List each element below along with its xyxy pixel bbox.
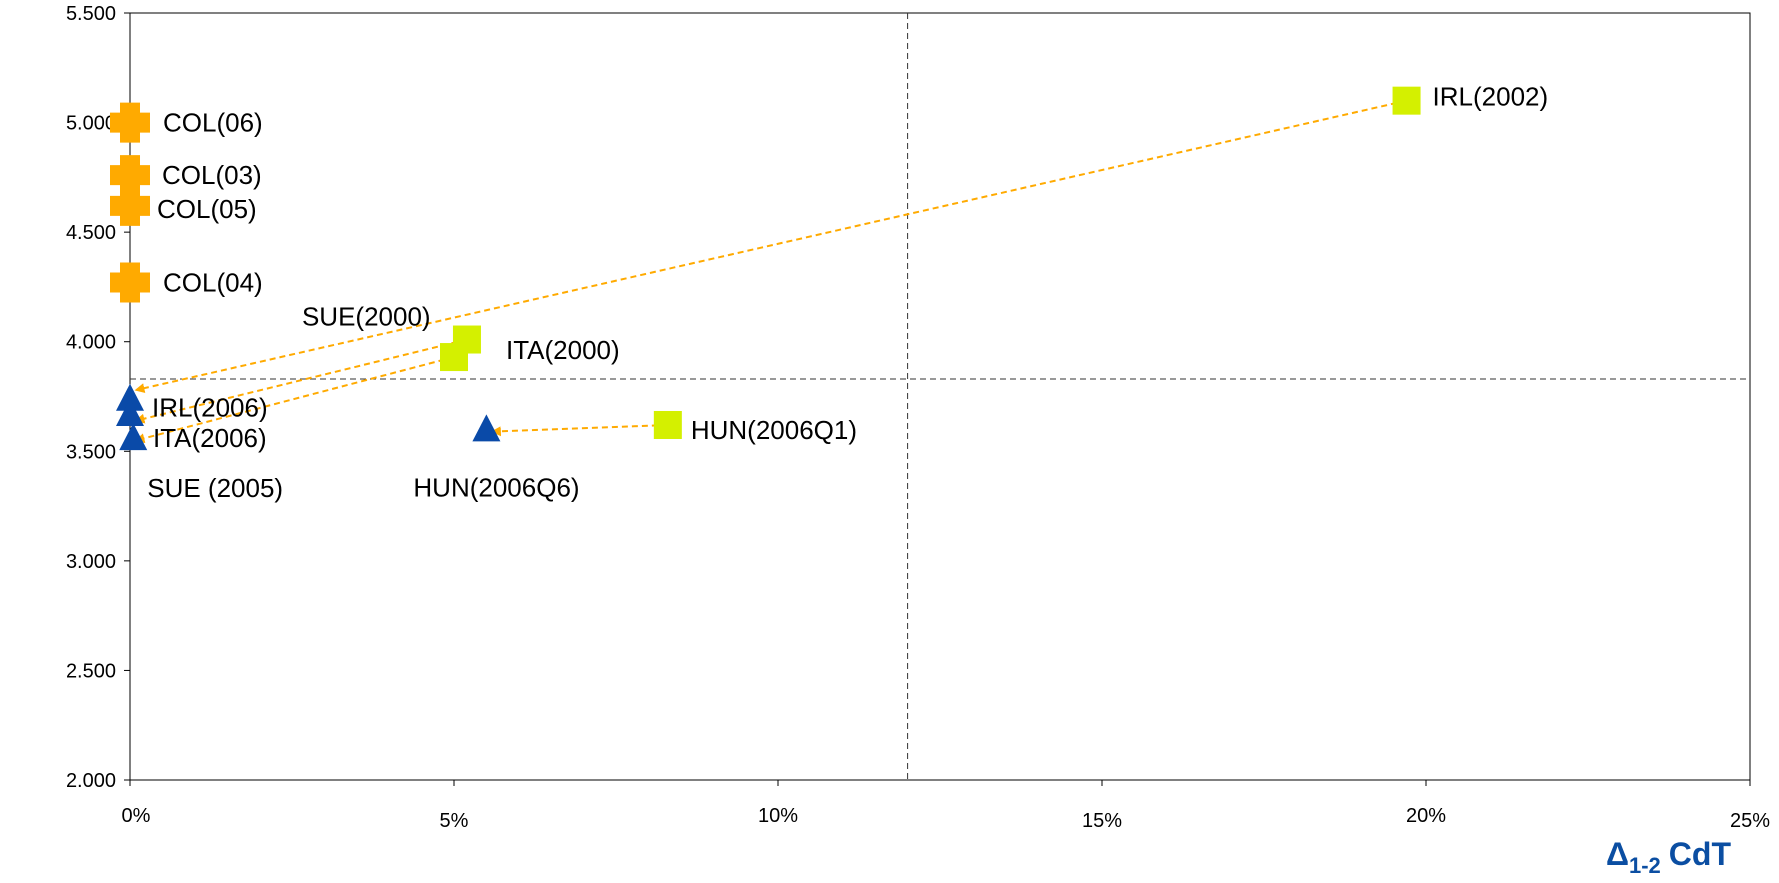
point-label: ITA(2000) (506, 335, 620, 365)
data-markers (110, 86, 1421, 451)
triangle-marker (119, 423, 148, 451)
arrow-line (134, 99, 1407, 394)
y-tick-label: 5.000 (66, 113, 116, 135)
x-tick-label: 20% (1406, 805, 1446, 827)
triangle-marker (116, 399, 144, 427)
triangle-marker (472, 414, 501, 442)
point-label: ITA(2006) (153, 423, 267, 453)
y-tick-label: 3.500 (66, 441, 116, 463)
plot-frame (129, 12, 1751, 781)
y-tick-label: 4.500 (66, 222, 116, 244)
y-tick-label: 2.500 (66, 660, 116, 682)
point-label: IRL(2006) (152, 393, 268, 423)
x-tick-label: 10% (758, 805, 798, 827)
point-label: SUE (2005) (147, 473, 283, 503)
square-marker (440, 343, 468, 372)
point-label: HUN(2006Q6) (413, 472, 579, 502)
cross-marker (110, 262, 150, 303)
square-marker (653, 410, 682, 439)
x-tick-label: 5% (440, 810, 469, 832)
plot-area-border (129, 12, 1751, 781)
x-tick-label: 0% (122, 805, 151, 827)
square-marker (1392, 86, 1421, 115)
point-label: COL(06) (163, 108, 263, 138)
point-label: IRL(2002) (1433, 82, 1549, 112)
reference-lines (130, 13, 1750, 780)
arrow-line (490, 423, 668, 437)
data-labels: COL(06) COL(03) COL(05) COL(04) IRL(2002) SUE… (147, 82, 1548, 503)
point-label: HUN(2006Q1) (691, 415, 857, 445)
point-label: COL(03) (162, 160, 262, 190)
arrow-line (134, 338, 468, 424)
point-label: COL(04) (163, 268, 263, 298)
point-label: COL(05) (157, 194, 257, 224)
x-tick-label: 25% (1730, 810, 1770, 832)
y-tick-label: 4.000 (66, 332, 116, 354)
x-tick-label: 15% (1082, 810, 1122, 832)
y-tick-label: 2.000 (66, 770, 116, 792)
cross-marker (110, 185, 150, 226)
x-axis-title: Δ1-2 CdT (1606, 836, 1731, 878)
y-tick-label: 3.000 (66, 551, 116, 573)
arrow-line (134, 356, 455, 444)
arrows (134, 99, 1407, 444)
y-tick-label: 5.500 (66, 3, 116, 25)
cross-marker (110, 155, 150, 196)
point-label: SUE(2000) (302, 302, 431, 332)
axis-ticks: 2.000 2.500 3.000 3.500 4.000 4.500 5.000 5.500… (66, 3, 1770, 832)
cross-marker (110, 102, 150, 143)
triangle-marker (116, 383, 144, 411)
